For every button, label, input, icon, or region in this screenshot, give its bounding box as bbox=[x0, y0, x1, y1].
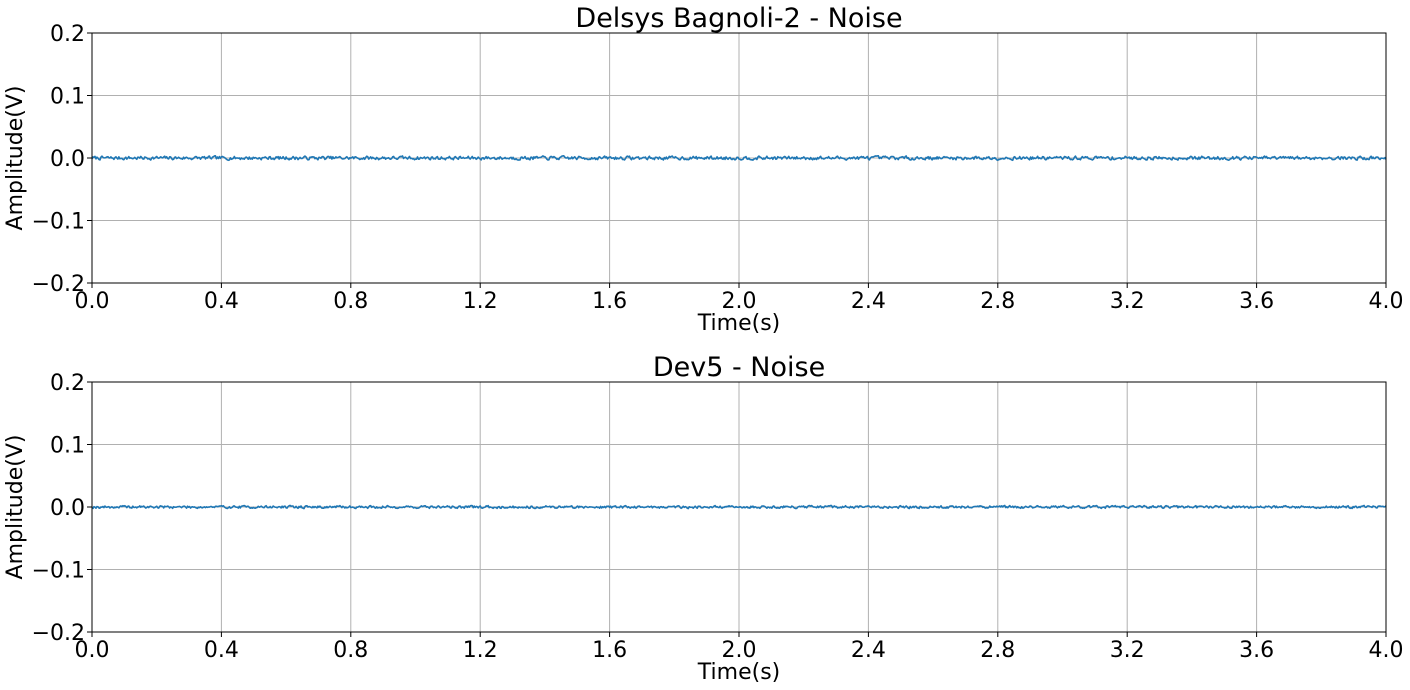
series-line bbox=[91, 154, 1387, 162]
y-tick-label: 0.2 bbox=[50, 371, 85, 396]
x-tick-label: 0.8 bbox=[333, 638, 368, 663]
y-tick-label: 0.1 bbox=[50, 85, 85, 110]
y-axis-label: Amplitude(V) bbox=[3, 435, 28, 580]
y-tick-label: −0.2 bbox=[32, 621, 85, 646]
x-tick-label: 1.2 bbox=[463, 289, 498, 314]
x-tick-label: 1.6 bbox=[592, 289, 627, 314]
x-axis-label: Time(s) bbox=[697, 311, 780, 336]
y-tick-label: 0.1 bbox=[50, 434, 85, 459]
x-tick-label: 2.4 bbox=[851, 638, 886, 663]
y-tick-label: −0.1 bbox=[32, 210, 85, 235]
x-tick-label: 3.2 bbox=[1110, 289, 1145, 314]
y-axis-label: Amplitude(V) bbox=[3, 86, 28, 231]
chart-title: Delsys Bagnoli-2 - Noise bbox=[575, 3, 902, 34]
x-tick-label: 2.0 bbox=[722, 289, 757, 314]
x-tick-label: 1.6 bbox=[592, 638, 627, 663]
y-tick-label: 0.0 bbox=[50, 496, 85, 521]
y-tick-label: 0.0 bbox=[50, 147, 85, 172]
series-line bbox=[91, 504, 1387, 510]
x-tick-label: 3.6 bbox=[1239, 289, 1274, 314]
x-tick-label: 1.2 bbox=[463, 638, 498, 663]
x-tick-label: 3.2 bbox=[1110, 638, 1145, 663]
x-tick-label: 0.8 bbox=[333, 289, 368, 314]
x-tick-label: 4.0 bbox=[1369, 638, 1404, 663]
x-tick-label: 4.0 bbox=[1369, 289, 1404, 314]
chart-title: Dev5 - Noise bbox=[653, 352, 825, 383]
x-axis-label: Time(s) bbox=[697, 660, 780, 685]
x-tick-label: 2.8 bbox=[980, 638, 1015, 663]
y-tick-label: −0.2 bbox=[32, 272, 85, 297]
y-tick-label: −0.1 bbox=[32, 559, 85, 584]
x-tick-label: 2.0 bbox=[722, 638, 757, 663]
plot-frame bbox=[91, 32, 1387, 284]
y-tick-label: 0.2 bbox=[50, 22, 85, 47]
x-tick-label: 0.4 bbox=[204, 638, 239, 663]
x-tick-label: 0.0 bbox=[75, 638, 110, 663]
x-tick-label: 0.4 bbox=[204, 289, 239, 314]
subplot-2: 0.0 0.4 0.8 1.2 1.6 2.0 2.4 2.8 3.2 3.6 4.0 0.2 0.1 0… bbox=[3, 352, 1404, 685]
x-tick-label: 2.4 bbox=[851, 289, 886, 314]
plot-frame bbox=[91, 381, 1387, 633]
subplot-1: 0.0 0.4 0.8 1.2 1.6 2.0 2.4 2.8 3.2 3.6 4.0 0.2 0.1 0… bbox=[3, 3, 1404, 336]
x-tick-label: 3.6 bbox=[1239, 638, 1274, 663]
x-tick-label: 0.0 bbox=[75, 289, 110, 314]
x-tick-label: 2.8 bbox=[980, 289, 1015, 314]
